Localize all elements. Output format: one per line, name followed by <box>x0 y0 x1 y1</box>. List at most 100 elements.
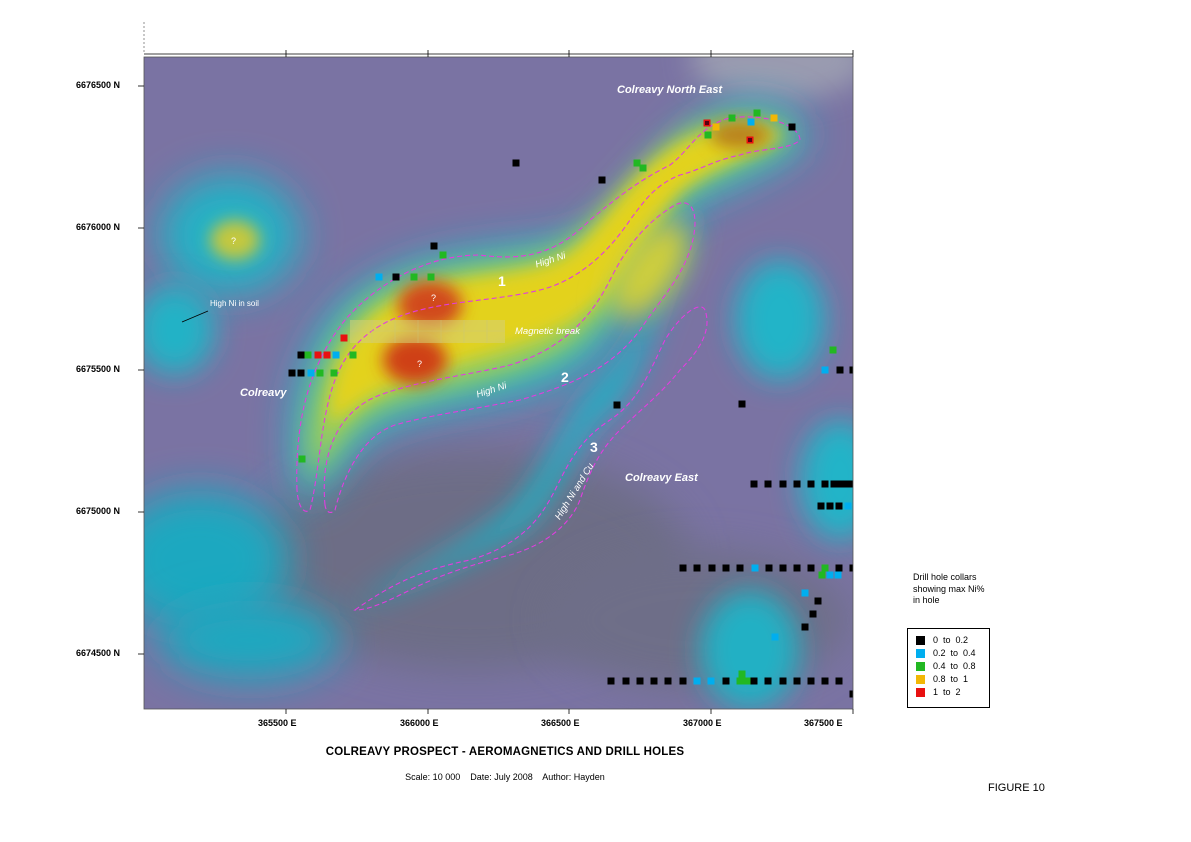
drill-hole-collar <box>298 455 306 463</box>
drill-hole-collar <box>830 480 838 488</box>
magnetic-image <box>144 57 853 709</box>
drill-hole-collar <box>297 351 305 359</box>
drill-hole-collar <box>779 564 787 572</box>
y-tick-6674500: 6674500 N <box>76 648 121 658</box>
y-tick-6675500: 6675500 N <box>76 364 121 374</box>
legend-item: 0.4 to 0.8 <box>916 661 976 673</box>
soil-note: High Ni in soil <box>210 299 259 308</box>
drill-hole-collar <box>639 164 647 172</box>
drill-hole-collar <box>817 502 825 510</box>
drill-hole-collar <box>829 346 837 354</box>
legend: 0 to 0.2 0.2 to 0.4 0.4 to 0.8 0.8 to 1 … <box>907 628 990 708</box>
drill-hole-collar <box>743 677 751 685</box>
drill-hole-collar <box>392 273 400 281</box>
drill-hole-collar <box>736 564 744 572</box>
drill-hole-collar <box>738 670 746 678</box>
drill-hole-collar <box>512 159 520 167</box>
x-tick-366000: 366000 E <box>400 718 439 728</box>
drill-hole-collar <box>316 369 324 377</box>
soil-pointer-line <box>181 310 209 323</box>
anomaly-3-number: 3 <box>590 439 598 455</box>
drill-hole-collar <box>332 351 340 359</box>
legend-item: 0.2 to 0.4 <box>916 648 976 660</box>
drill-hole-collar <box>793 564 801 572</box>
label-colreavy: Colreavy <box>240 387 287 399</box>
drill-hole-collar <box>801 589 809 597</box>
drill-hole-collar <box>835 564 843 572</box>
drill-hole-collar <box>765 564 773 572</box>
drill-hole-collar <box>693 677 701 685</box>
y-tick-6675000: 6675000 N <box>76 506 121 516</box>
legend-label: 0.8 to 1 <box>933 674 969 684</box>
drill-hole-collar <box>693 564 701 572</box>
drill-hole-collar <box>848 480 853 488</box>
legend-item: 0.8 to 1 <box>916 674 968 686</box>
drill-hole-collar <box>430 242 438 250</box>
drill-hole-collar <box>826 571 834 579</box>
drill-hole-collar <box>439 251 447 259</box>
drill-hole-collar <box>633 159 641 167</box>
question-mark-south: ? <box>417 359 423 369</box>
drill-hole-collar <box>807 564 815 572</box>
drill-hole-collar <box>801 623 809 631</box>
drill-hole-collar <box>764 677 772 685</box>
drill-hole-collar <box>679 564 687 572</box>
drill-hole-collar <box>598 176 606 184</box>
drill-hole-collar <box>708 564 716 572</box>
magnetic-break-band <box>350 320 505 343</box>
drill-hole-collar <box>793 480 801 488</box>
drill-hole-collar <box>712 123 720 131</box>
axis-ticks <box>138 50 854 714</box>
drill-hole-collar <box>793 677 801 685</box>
drill-hole-collar <box>821 564 829 572</box>
drill-hole-collar <box>807 480 815 488</box>
drill-hole-collar <box>821 366 829 374</box>
drill-hole-collar <box>707 677 715 685</box>
drill-hole-collar <box>297 369 305 377</box>
drill-hole-collar <box>751 564 759 572</box>
drill-hole-collar <box>747 118 755 126</box>
drill-hole-collar <box>349 351 357 359</box>
drill-hole-collar <box>809 610 817 618</box>
drill-hole-collar <box>288 369 296 377</box>
drill-hole-collar <box>607 677 615 685</box>
drill-hole-collar <box>844 502 852 510</box>
map-frame <box>143 56 854 710</box>
label-colreavy-north-east: Colreavy North East <box>617 84 723 96</box>
drill-hole-collar <box>722 677 730 685</box>
drill-hole-collar <box>704 131 712 139</box>
drill-hole-collar <box>738 400 746 408</box>
drill-hole-collar <box>849 366 853 374</box>
drill-hole-collar <box>307 369 315 377</box>
legend-label: 0 to 0.2 <box>933 635 969 645</box>
drill-hole-collar <box>636 677 644 685</box>
legend-item: 0 to 0.2 <box>916 635 968 647</box>
drill-hole-core <box>705 121 709 125</box>
drill-hole-collar <box>835 677 843 685</box>
legend-item: 1 to 2 <box>916 687 961 699</box>
x-tick-365500: 365500 E <box>258 718 297 728</box>
drill-hole-collar <box>622 677 630 685</box>
legend-label: 1 to 2 <box>933 687 961 697</box>
drill-hole-collar <box>750 677 758 685</box>
drill-hole-collar <box>779 677 787 685</box>
drill-hole-collar <box>650 677 658 685</box>
magnetic-break-label: Magnetic break <box>515 326 580 337</box>
y-tick-6676000: 6676000 N <box>76 222 121 232</box>
legend-label: 0.4 to 0.8 <box>933 661 976 671</box>
drill-hole-collar <box>770 114 778 122</box>
map-subtitle: Scale: 10 000 Date: July 2008 Author: Ha… <box>405 772 605 782</box>
drill-hole-collars <box>288 109 853 698</box>
x-tick-367000: 367000 E <box>683 718 722 728</box>
drill-hole-collar <box>779 480 787 488</box>
map-title: COLREAVY PROSPECT - AEROMAGNETICS AND DR… <box>325 746 685 758</box>
drill-hole-collar <box>750 480 758 488</box>
drill-hole-collar <box>835 502 843 510</box>
drill-hole-collar <box>821 480 829 488</box>
drill-hole-collar <box>836 480 844 488</box>
label-colreavy-east: Colreavy East <box>625 472 698 484</box>
drill-hole-collar <box>849 564 853 572</box>
drill-hole-collar <box>304 351 312 359</box>
legend-swatch <box>916 649 925 659</box>
